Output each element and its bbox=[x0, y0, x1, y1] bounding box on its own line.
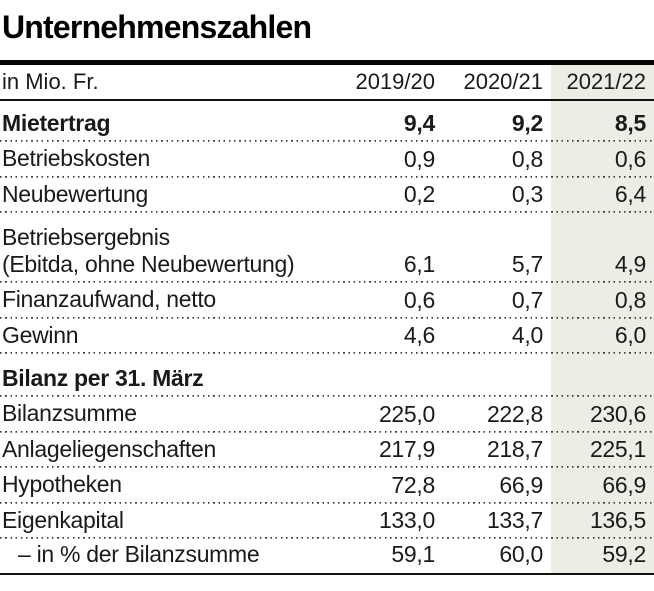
title-divider-rule bbox=[0, 60, 654, 65]
row-value: 0,9 bbox=[403, 145, 435, 172]
row-value: 218,7 bbox=[486, 436, 543, 462]
table-row: Finanzaufwand, netto 0,6 0,7 0,8 bbox=[0, 283, 654, 319]
row-value: 0,7 bbox=[511, 286, 543, 313]
row-value: 217,9 bbox=[378, 436, 435, 462]
row-value: 6,0 bbox=[614, 322, 646, 348]
row-value: 230,6 bbox=[589, 400, 646, 427]
table-row: Betriebskosten 0,9 0,8 0,6 bbox=[0, 142, 654, 178]
row-label: Anlageliegenschaften bbox=[2, 435, 216, 462]
row-value: 4,9 bbox=[614, 251, 646, 277]
table-row: Eigenkapital 133,0 133,7 136,5 bbox=[0, 503, 654, 539]
row-value: 6,4 bbox=[614, 181, 646, 207]
row-value: 136,5 bbox=[589, 507, 646, 533]
row-label: Betriebsergebnis (Ebitda, ohne Neubewertu… bbox=[0, 224, 333, 278]
row-label-line2: (Ebitda, ohne Neubewertung) bbox=[2, 250, 295, 277]
row-value: 9,2 bbox=[511, 110, 543, 136]
table-row: – in % der Bilanzsumme 59,1 60,0 59,2 bbox=[0, 539, 654, 573]
row-label-line1: Betriebsergebnis bbox=[2, 223, 170, 250]
row-label: Betriebskosten bbox=[2, 145, 150, 172]
row-value: 8,5 bbox=[614, 110, 646, 136]
row-value: 222,8 bbox=[486, 400, 543, 427]
row-value: 59,1 bbox=[391, 541, 435, 567]
row-value: 0,8 bbox=[511, 145, 543, 172]
table-row: Mietertrag 9,4 9,2 8,5 bbox=[0, 101, 654, 142]
table-row: Bilanzsumme 225,0 222,8 230,6 bbox=[0, 397, 654, 433]
table-row: Anlageliegenschaften 217,9 218,7 225,1 bbox=[0, 432, 654, 468]
row-value: 133,7 bbox=[486, 507, 543, 533]
table-row: Betriebsergebnis (Ebitda, ohne Neubewertu… bbox=[0, 213, 654, 283]
row-value: 225,1 bbox=[589, 436, 646, 462]
unit-label: in Mio. Fr. bbox=[2, 69, 99, 95]
row-value: 0,2 bbox=[403, 181, 435, 207]
row-value: 59,2 bbox=[602, 541, 646, 567]
row-value: 133,0 bbox=[378, 507, 435, 533]
row-label: Finanzaufwand, netto bbox=[2, 286, 216, 313]
table-bottom-rule bbox=[0, 573, 654, 575]
row-value: 6,1 bbox=[403, 251, 435, 277]
row-label: Neubewertung bbox=[2, 180, 149, 207]
table-row: Neubewertung 0,2 0,3 6,4 bbox=[0, 177, 654, 213]
row-value: 9,4 bbox=[403, 110, 435, 136]
row-value: 0,3 bbox=[511, 181, 543, 207]
row-value: 4,0 bbox=[511, 322, 543, 348]
column-header-2020-21: 2020/21 bbox=[463, 69, 543, 94]
row-label: – in % der Bilanzsumme bbox=[18, 540, 260, 567]
row-value: 0,8 bbox=[614, 286, 646, 313]
row-label: Eigenkapital bbox=[2, 506, 124, 533]
row-value: 225,0 bbox=[378, 400, 435, 427]
table-row: Hypotheken 72,8 66,9 66,9 bbox=[0, 468, 654, 504]
row-label: Mietertrag bbox=[2, 109, 111, 136]
row-value: 66,9 bbox=[499, 471, 543, 498]
row-label: Gewinn bbox=[2, 321, 79, 348]
table-header-row: in Mio. Fr. 2019/20 2020/21 2021/22 bbox=[0, 65, 654, 101]
table-row: Gewinn 4,6 4,0 6,0 bbox=[0, 318, 654, 354]
section-label: Bilanz per 31. März bbox=[2, 364, 204, 391]
title-block: Unternehmenszahlen bbox=[0, 0, 654, 60]
table-body: Mietertrag 9,4 9,2 8,5 Betriebskosten 0,9 0,8 0… bbox=[0, 101, 654, 573]
section-gap bbox=[0, 354, 654, 363]
row-value: 4,6 bbox=[403, 322, 435, 348]
row-value: 0,6 bbox=[403, 286, 435, 313]
column-header-2019-20: 2019/20 bbox=[355, 69, 435, 94]
row-value: 66,9 bbox=[602, 471, 646, 498]
row-value: 5,7 bbox=[511, 251, 543, 277]
row-value: 72,8 bbox=[391, 471, 435, 498]
row-label: Hypotheken bbox=[2, 471, 122, 498]
page-title: Unternehmenszahlen bbox=[2, 9, 312, 45]
row-value: 60,0 bbox=[499, 541, 543, 567]
row-value: 0,6 bbox=[614, 145, 646, 172]
row-label: Bilanzsumme bbox=[2, 400, 137, 427]
column-header-2021-22: 2021/22 bbox=[566, 69, 646, 94]
table-section-row: Bilanz per 31. März bbox=[0, 363, 654, 397]
